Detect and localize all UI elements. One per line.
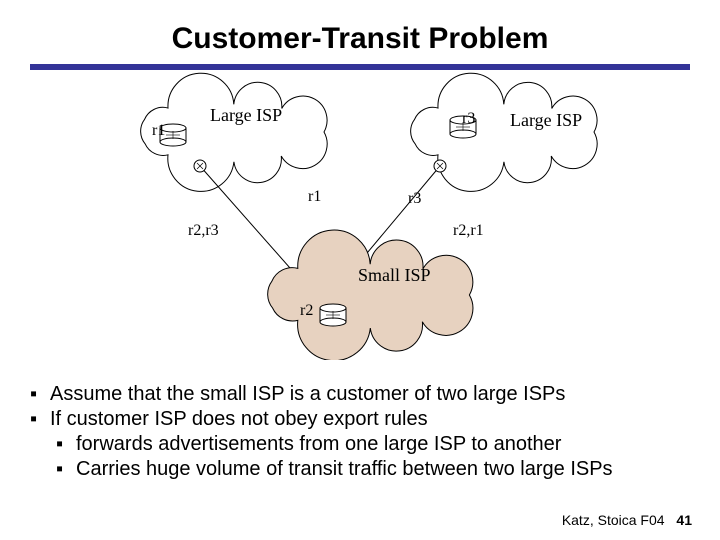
router-r3-label: r3 [462, 110, 475, 128]
cloud-right-label: Large ISP [510, 110, 582, 131]
diagram: Large ISP Large ISP Small ISP r1 r3 r2 r… [0, 70, 720, 360]
page-number: 41 [676, 512, 692, 528]
bullet-item: Assume that the small ISP is a customer … [30, 382, 690, 407]
sub-bullet-item: Carries huge volume of transit traffic b… [56, 457, 690, 482]
page-title: Customer-Transit Problem [0, 22, 720, 56]
edge-label-r3: r3 [408, 190, 421, 208]
cloud-small-label: Small ISP [358, 265, 431, 286]
bullet-item: If customer ISP does not obey export rul… [30, 407, 690, 432]
edge-label-r1: r1 [308, 188, 321, 206]
footer-text: Katz, Stoica F04 [562, 512, 665, 528]
sub-bullet-list: forwards advertisements from one large I… [30, 432, 690, 482]
edge-label-r2r1: r2,r1 [453, 222, 484, 240]
footer: Katz, Stoica F04 41 [562, 512, 692, 528]
sub-bullet-item: forwards advertisements from one large I… [56, 432, 690, 457]
router-r2-label: r2 [300, 302, 313, 320]
cloud-left-label: Large ISP [210, 105, 282, 126]
edge-label-r2r3: r2,r3 [188, 222, 219, 240]
bullet-list: Assume that the small ISP is a customer … [30, 382, 690, 482]
router-r1-label: r1 [152, 122, 165, 140]
diagram-svg [0, 70, 720, 360]
